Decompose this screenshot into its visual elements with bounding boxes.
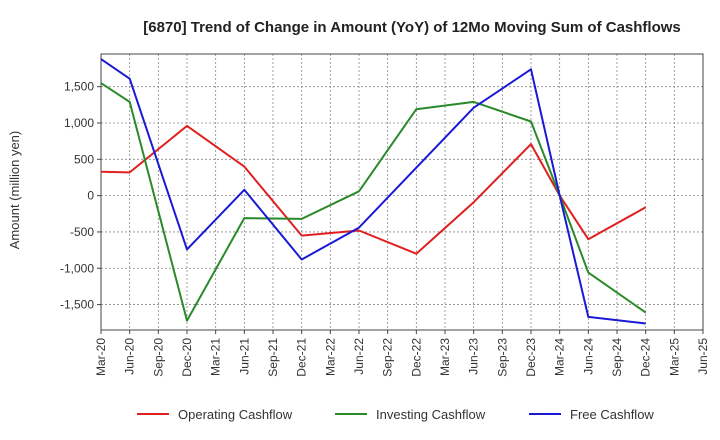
- x-tick-label: Jun-24: [581, 338, 595, 375]
- x-tick-label: Mar-24: [553, 338, 567, 376]
- y-tick-label: -500: [70, 225, 94, 239]
- free-cashflow-line: [100, 58, 646, 325]
- y-tick-label: 500: [74, 152, 94, 166]
- x-tick-label: Dec-20: [180, 338, 194, 377]
- operating-cashflow-line: [100, 124, 647, 255]
- x-tick-label: Mar-23: [438, 338, 452, 376]
- y-tick-label: -1,500: [60, 298, 94, 312]
- y-tick-label: 0: [87, 189, 94, 203]
- x-tick-label: Jun-25: [696, 338, 710, 375]
- operating-cashflow-legend-label: Operating Cashflow: [178, 407, 293, 422]
- x-tick-label: Sep-20: [151, 338, 165, 377]
- y-tick-label: 1,000: [64, 116, 94, 130]
- x-tick-label: Sep-21: [266, 338, 280, 377]
- axes: -1,500 -1,000 -500 0 500 1,000 1,500 Mar-20 Jun-…: [60, 53, 710, 377]
- series-lines: [100, 58, 647, 325]
- x-tick-label: Jun-22: [352, 338, 366, 375]
- chart-title: [6870] Trend of Change in Amount (YoY) o…: [143, 19, 681, 36]
- x-tick-label: Dec-23: [524, 338, 538, 377]
- investing-cashflow-legend-label: Investing Cashflow: [376, 407, 486, 422]
- x-tick-label: Sep-22: [381, 338, 395, 377]
- x-tick-label: Sep-24: [610, 338, 624, 377]
- y-tick-label: -1,000: [60, 261, 94, 275]
- x-tick-label: Jun-21: [237, 338, 251, 375]
- free-cashflow-legend-label: Free Cashflow: [570, 407, 654, 422]
- x-tick-label: Dec-24: [639, 338, 653, 377]
- investing-cashflow-line: [100, 82, 647, 322]
- x-tick-label: Mar-21: [209, 338, 223, 376]
- x-tick-label: Jun-23: [467, 338, 481, 375]
- y-axis-label: Amount (million yen): [7, 131, 22, 250]
- x-tick-label: Dec-22: [409, 338, 423, 377]
- y-tick-label: 1,500: [64, 80, 94, 94]
- x-tick-label: Mar-22: [323, 338, 337, 376]
- x-tick-label: Sep-23: [495, 338, 509, 377]
- legend: Operating Cashflow Investing Cashflow Free…: [137, 407, 654, 422]
- x-tick-label: Mar-20: [94, 338, 108, 376]
- x-tick-label: Dec-21: [295, 338, 309, 377]
- x-tick-label: Mar-25: [667, 338, 681, 376]
- x-tick-label: Jun-20: [123, 338, 137, 375]
- plot-frame: [100, 53, 704, 331]
